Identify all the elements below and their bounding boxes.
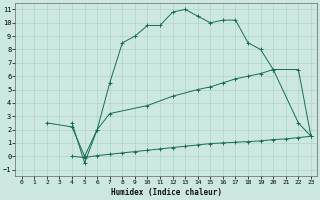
X-axis label: Humidex (Indice chaleur): Humidex (Indice chaleur) (111, 188, 222, 197)
